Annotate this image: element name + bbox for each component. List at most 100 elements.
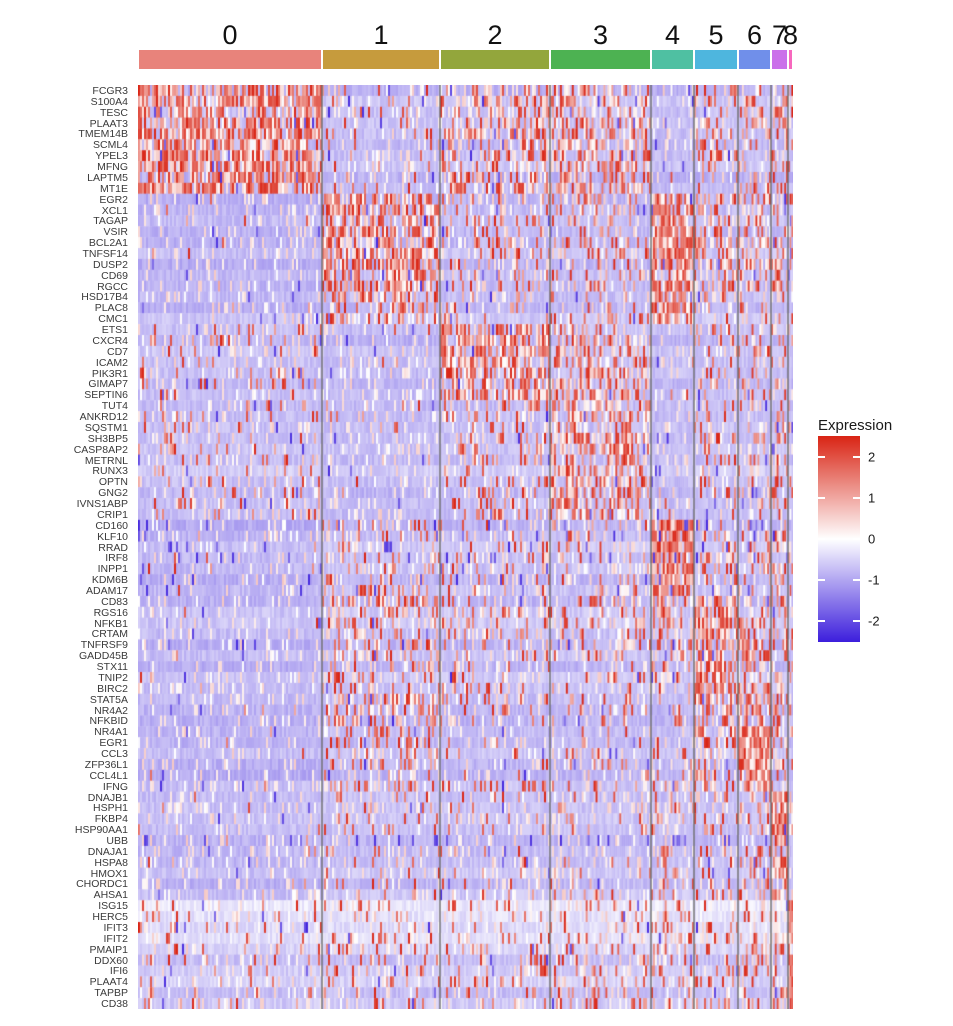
- gene-label: ISG15: [98, 900, 128, 913]
- gene-label: IFIT2: [103, 932, 128, 945]
- gene-label: FKBP4: [94, 813, 128, 826]
- gene-label: TAGAP: [93, 215, 128, 228]
- gene-label: EGR2: [99, 193, 128, 206]
- legend-tick-mark: [853, 496, 860, 499]
- gene-label: PLAC8: [94, 302, 128, 315]
- gene-label: STX11: [96, 661, 128, 674]
- gene-label: IFNG: [102, 780, 128, 793]
- legend-tick-mark: [853, 579, 860, 582]
- expression-legend: Expression 2 1 0 -1 -2: [818, 417, 928, 657]
- gene-label: RRAD: [98, 541, 128, 554]
- gene-label: CD83: [101, 595, 128, 608]
- gene-label: CRTAM: [91, 628, 128, 641]
- gene-label: IFI6: [109, 965, 128, 978]
- gene-axis: FCGR3 S100A4 TESC PLAAT3 TMEM14B SCML4 YPEL3 MF…: [0, 84, 133, 1011]
- gene-label: DDX60: [94, 954, 128, 967]
- legend-tick-mark: [818, 538, 825, 540]
- cluster-segment-5: [695, 50, 737, 69]
- gene-label: SEPTIN6: [84, 389, 128, 402]
- gene-label: PIK3R1: [91, 367, 128, 380]
- gene-label: DNAJA1: [87, 845, 128, 858]
- gene-label: S100A4: [90, 95, 128, 108]
- gene-label: SQSTM1: [84, 421, 128, 434]
- gene-label: DNAJB1: [87, 791, 128, 804]
- cluster-segment-1: [323, 50, 439, 69]
- cluster-label-5: 5: [708, 20, 724, 50]
- gene-label: IRF8: [105, 552, 128, 565]
- gene-label: MFNG: [97, 161, 128, 174]
- legend-tick-mark: [818, 455, 825, 458]
- gene-label: CD160: [95, 519, 128, 532]
- legend-tick-label: -1: [868, 572, 880, 588]
- cluster-segment-2: [441, 50, 549, 69]
- gene-label: AHSA1: [93, 889, 128, 902]
- gene-label: HSP90AA1: [74, 824, 128, 837]
- cluster-segment-4: [652, 50, 693, 69]
- gene-label: IVNS1ABP: [76, 498, 128, 511]
- gene-label: ANKRD12: [79, 411, 128, 424]
- cluster-label-8: 8: [782, 20, 799, 50]
- gene-label: TNFSF14: [82, 247, 128, 260]
- gene-label: HSPH1: [92, 802, 128, 815]
- gene-label: MT1E: [99, 182, 128, 195]
- gene-label: HSPA8: [94, 856, 128, 869]
- gene-label: CD7: [106, 345, 128, 358]
- gene-label: CXCR4: [92, 334, 128, 347]
- gene-label: NFKB1: [94, 617, 128, 630]
- cluster-segment-0: [139, 50, 321, 69]
- cluster-label-4: 4: [664, 20, 681, 50]
- cluster-segment-8: [789, 50, 792, 69]
- gene-label: RGS16: [93, 606, 128, 619]
- legend-title: Expression: [818, 417, 893, 434]
- gene-label: ZFP36L1: [84, 758, 128, 771]
- cluster-segment-7: [772, 50, 787, 69]
- gene-label: TNFRSF9: [80, 639, 128, 652]
- legend-tick-label: 0: [868, 531, 876, 547]
- gene-label: BIRC2: [97, 682, 128, 695]
- gene-label: KLF10: [97, 530, 128, 543]
- gene-label: TMEM14B: [78, 128, 128, 141]
- gene-label: FCGR3: [92, 84, 128, 97]
- gene-label: RGCC: [97, 280, 128, 293]
- gene-label: ADAM17: [85, 584, 128, 597]
- gene-label: CHORDC1: [76, 878, 128, 891]
- gene-label: GADD45B: [78, 650, 128, 663]
- gene-label: PLAAT3: [89, 117, 128, 130]
- gene-label: TUT4: [101, 400, 128, 413]
- gene-label: IFIT3: [103, 921, 128, 934]
- heatmap-canvas: [138, 85, 793, 1009]
- gene-label: NFKBID: [89, 715, 128, 728]
- gene-label: XCL1: [101, 204, 128, 217]
- gene-label: HERC5: [92, 911, 128, 924]
- gene-label: SCML4: [92, 139, 128, 152]
- gene-label: SH3BP5: [87, 432, 128, 445]
- gene-label: CCL4L1: [89, 769, 128, 782]
- legend-colorbar: [818, 436, 860, 642]
- cluster-label-1: 1: [373, 20, 389, 50]
- legend-tick-label: 2: [868, 449, 876, 465]
- gene-label: CD69: [101, 269, 128, 282]
- cluster-label-6: 6: [746, 20, 763, 50]
- legend-tick-mark: [853, 620, 860, 623]
- gene-label: INPP1: [97, 563, 128, 576]
- gene-label: NR4A2: [94, 704, 128, 717]
- gene-label: CD38: [101, 998, 128, 1011]
- legend-tick-mark: [853, 455, 860, 458]
- gene-label: OPTN: [98, 476, 128, 489]
- gene-label: LAPTM5: [87, 171, 128, 184]
- legend-tick-label: -2: [868, 613, 880, 629]
- gene-label: EGR1: [99, 737, 128, 750]
- gene-label: STAT5A: [89, 693, 128, 706]
- gene-label: TESC: [99, 106, 128, 119]
- cluster-segment-6: [739, 50, 770, 69]
- cluster-label-3: 3: [592, 20, 609, 50]
- gene-label: TAPBP: [94, 987, 128, 1000]
- gene-label: GIMAP7: [88, 378, 128, 391]
- gene-label: HMOX1: [90, 867, 128, 880]
- legend-tick-mark: [818, 496, 825, 499]
- gene-label: ICAM2: [95, 356, 128, 369]
- gene-label: DUSP2: [92, 258, 128, 271]
- gene-label: KDM6B: [91, 574, 128, 587]
